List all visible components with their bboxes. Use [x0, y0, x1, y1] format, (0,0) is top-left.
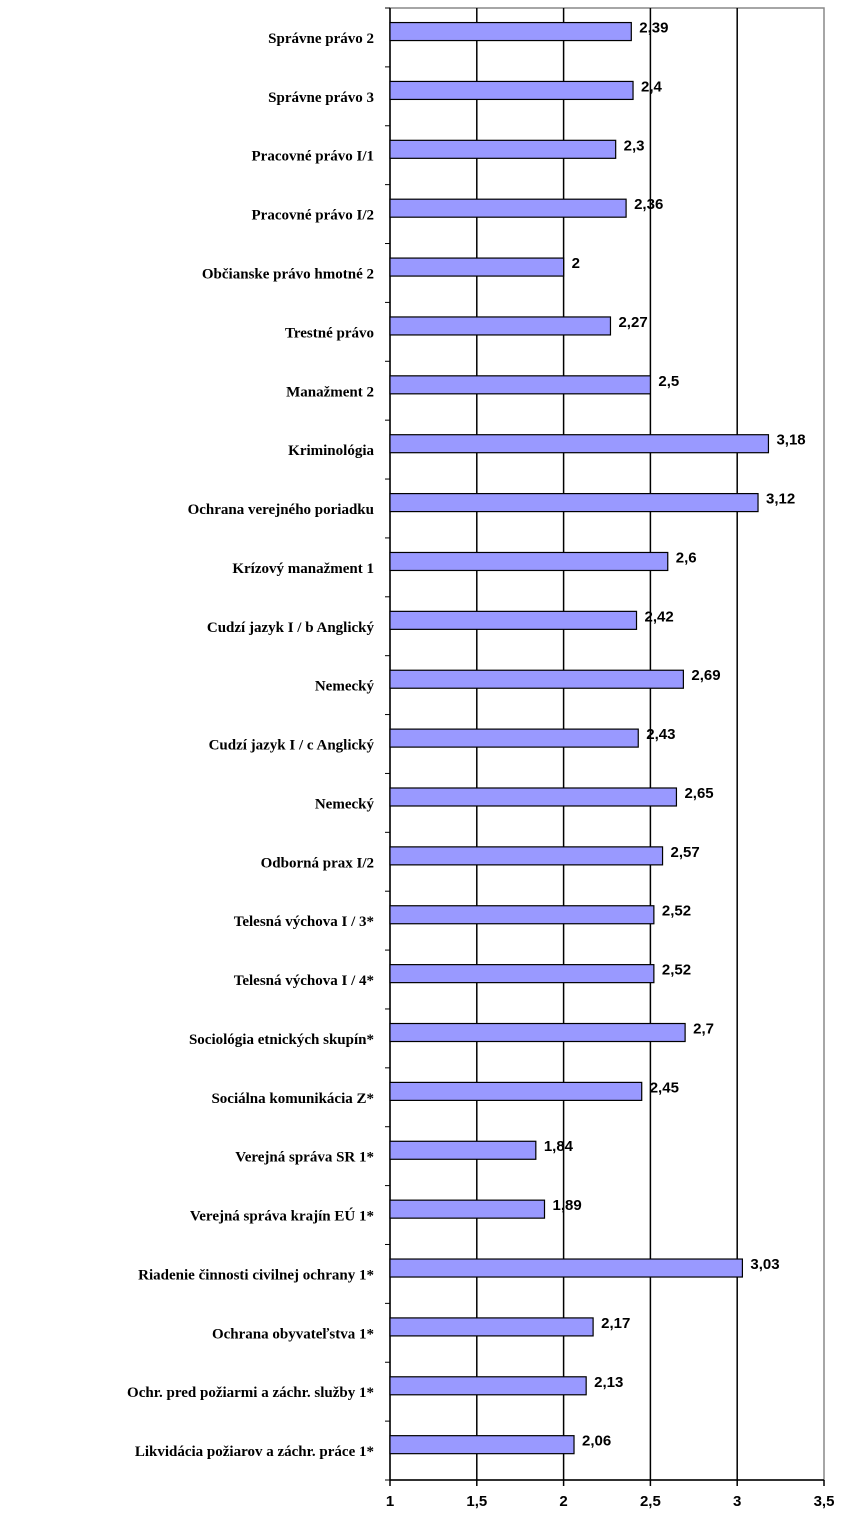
bar — [389, 551, 669, 572]
bar — [389, 1258, 744, 1278]
bar — [389, 1199, 546, 1219]
x-tick-label: 3,5 — [814, 1493, 835, 1510]
value-label: 3,03 — [750, 1256, 779, 1273]
y-tick-label: Cudzí jazyk I / b Anglický — [207, 620, 375, 636]
y-tick-label: Správne právo 3 — [268, 90, 374, 106]
y-tick-label: Verejná správa krajín EÚ 1* — [190, 1208, 374, 1225]
y-tick-label: Manažment 2 — [286, 384, 374, 400]
value-label: 2,69 — [691, 667, 720, 684]
y-tick-label: Kriminológia — [288, 443, 374, 459]
bar — [389, 1022, 686, 1043]
y-tick-label: Ochrana verejného poriadku — [188, 502, 374, 518]
bar — [389, 1435, 575, 1455]
value-label: 2,65 — [684, 785, 713, 802]
bar — [389, 669, 684, 689]
x-tick-label: 1,5 — [466, 1493, 487, 1510]
bar — [389, 198, 627, 218]
value-label: 2,27 — [618, 314, 647, 331]
value-label: 2 — [572, 255, 580, 272]
y-tick-label: Pracovné právo I/2 — [252, 208, 374, 224]
x-tick-label: 1 — [386, 1493, 394, 1510]
value-label: 3,18 — [776, 432, 805, 449]
value-label: 2,57 — [671, 844, 700, 861]
x-tick-label: 2 — [559, 1493, 567, 1510]
y-tick-label: Pracovné právo I/1 — [252, 149, 374, 165]
bar — [389, 80, 634, 101]
value-label: 2,42 — [645, 608, 674, 625]
value-label: 2,06 — [582, 1433, 611, 1450]
value-label: 2,6 — [676, 549, 697, 566]
value-label: 2,36 — [634, 196, 663, 213]
value-label: 2,43 — [646, 726, 675, 743]
bar — [389, 375, 651, 395]
x-tick-label: 2,5 — [640, 1493, 661, 1510]
bar — [389, 1081, 643, 1101]
bar — [389, 21, 632, 42]
y-tick-label: Ochrana obyvateľstva 1* — [212, 1326, 374, 1342]
y-tick-label: Odborná prax I/2 — [261, 855, 374, 871]
value-label: 2,17 — [601, 1315, 630, 1332]
bar — [389, 139, 617, 159]
bar — [389, 316, 612, 336]
bar — [389, 787, 678, 807]
y-tick-label: Cudzí jazyk I / c Anglický — [209, 738, 375, 754]
y-tick-label: Nemecký — [315, 796, 375, 812]
y-tick-label: Verejná správa SR 1* — [235, 1150, 374, 1166]
y-tick-label: Občianske právo hmotné 2 — [202, 267, 374, 283]
y-tick-label: Sociálna komunikácia Z* — [211, 1091, 374, 1107]
value-label: 2,39 — [639, 20, 668, 37]
bar — [389, 434, 770, 454]
value-label: 2,52 — [662, 903, 691, 920]
value-label: 3,12 — [766, 491, 795, 508]
value-label: 2,52 — [662, 962, 691, 979]
bar — [389, 964, 655, 984]
y-tick-label: Sociológia etnických skupín* — [189, 1032, 374, 1048]
bar — [389, 492, 759, 513]
y-tick-label: Likvidácia požiarov a záchr. práce 1* — [135, 1444, 374, 1460]
bar — [389, 846, 664, 866]
value-label: 2,13 — [594, 1374, 623, 1391]
bar — [389, 905, 655, 925]
value-label: 2,45 — [650, 1079, 679, 1096]
bar — [389, 728, 639, 748]
value-label: 2,7 — [693, 1020, 714, 1037]
y-tick-label: Správne právo 2 — [268, 31, 374, 47]
bar — [389, 1317, 594, 1337]
y-tick-label: Riadenie činnosti civilnej ochrany 1* — [138, 1267, 374, 1283]
y-tick-label: Nemecký — [315, 679, 375, 695]
y-tick-label: Trestné právo — [285, 325, 374, 341]
value-label: 1,89 — [553, 1197, 582, 1214]
value-label: 2,3 — [624, 137, 645, 154]
bar — [389, 1376, 587, 1396]
value-label: 2,5 — [658, 373, 679, 390]
y-tick-label: Krízový manažment 1 — [232, 561, 374, 577]
bar — [389, 610, 638, 630]
y-tick-label: Ochr. pred požiarmi a záchr. služby 1* — [127, 1385, 374, 1401]
y-tick-label: Telesná výchova I / 4* — [234, 973, 374, 989]
x-tick-label: 3 — [733, 1493, 741, 1510]
value-label: 2,4 — [641, 78, 663, 95]
y-tick-label: Telesná výchova I / 3* — [234, 914, 374, 930]
bar — [389, 1140, 537, 1160]
bar — [389, 257, 565, 277]
value-label: 1,84 — [544, 1138, 574, 1155]
